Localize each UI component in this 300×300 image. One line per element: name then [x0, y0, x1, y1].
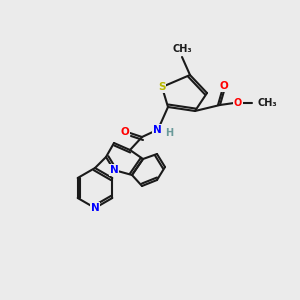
Text: CH₃: CH₃: [258, 98, 278, 108]
Text: N: N: [91, 203, 99, 213]
Text: H: H: [165, 128, 173, 138]
Text: S: S: [158, 82, 166, 92]
Text: N: N: [153, 125, 161, 135]
Text: O: O: [234, 98, 242, 108]
Text: O: O: [121, 127, 129, 137]
Text: N: N: [110, 165, 118, 175]
Text: CH₃: CH₃: [172, 44, 192, 54]
Text: O: O: [220, 81, 228, 91]
